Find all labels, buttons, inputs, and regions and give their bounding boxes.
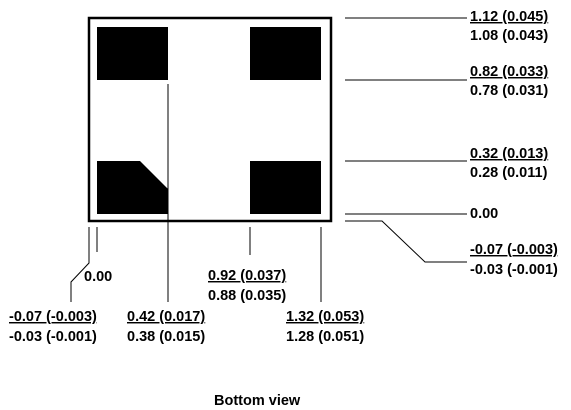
dim-label-right-offset-min: -0.03 (-0.001) [470,262,558,278]
dim-label-112-min: 1.08 (0.043) [470,28,548,44]
dim-label-132-min: 1.28 (0.051) [286,329,364,345]
dim-label-000-bottom: 0.00 [84,269,112,285]
dim-label-042-max: 0.42 (0.017) [127,309,205,325]
dim-label-bottom-offset-min: -0.03 (-0.001) [9,329,97,345]
dim-label-112-max: 1.12 (0.045) [470,9,548,25]
pad-bottom-left-pin1 [97,161,168,214]
dim-label-082-min: 0.78 (0.031) [470,83,548,99]
pad-bottom-right [250,161,321,214]
dim-label-bottom-offset-max: -0.07 (-0.003) [9,309,97,325]
dim-label-132-max: 1.32 (0.053) [286,309,364,325]
pad-top-left [97,27,168,80]
dim-label-092-max: 0.92 (0.037) [208,268,286,284]
dim-label-right-offset-max: -0.07 (-0.003) [470,242,558,258]
leader-line-right-offset [345,220,467,263]
dim-label-032-min: 0.28 (0.011) [470,165,548,181]
dim-label-092-min: 0.88 (0.035) [208,288,286,304]
dim-label-082-max: 0.82 (0.033) [470,64,548,80]
pad-top-right [250,27,321,80]
dim-label-000-right: 0.00 [470,206,498,222]
dim-label-032-max: 0.32 (0.013) [470,146,548,162]
dim-label-042-min: 0.38 (0.015) [127,329,205,345]
view-caption: Bottom view [214,393,301,409]
package-outline [87,16,333,223]
leader-line-bottom-offset [70,227,90,302]
